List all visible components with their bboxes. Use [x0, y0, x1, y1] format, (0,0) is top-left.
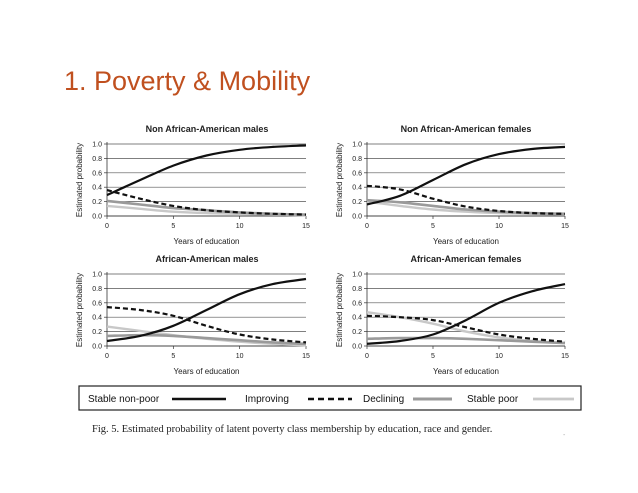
x-tick-label: 0: [365, 223, 369, 230]
y-tick-label: 1.0: [92, 142, 102, 149]
chart-panel-4: African-American females 0.0 0.2 0.4 0.6 0.8 1…: [335, 254, 569, 376]
y-tick-label: 0.4: [92, 185, 102, 192]
x-tick-label: 0: [365, 353, 369, 360]
legend: Stable non-poor Improving Declining Stable …: [78, 385, 582, 411]
x-tick-label: 10: [236, 353, 244, 360]
y-tick-label: 0.6: [92, 300, 102, 307]
y-tick-label: 0.4: [352, 315, 362, 322]
legend-label-declining: Declining: [363, 394, 404, 405]
x-tick-label: 5: [431, 223, 435, 230]
series-line-stable-non-poor: [366, 283, 566, 345]
legend-label-improving: Improving: [245, 394, 289, 405]
y-axis-label: Estimated probability: [75, 273, 84, 347]
y-tick-label: 0.6: [352, 170, 362, 177]
y-axis-label: Estimated probability: [335, 143, 344, 217]
x-axis-label: Years of education: [174, 237, 240, 246]
series-line-declining: [366, 198, 566, 216]
slide-title: 1. Poverty & Mobility: [64, 66, 311, 96]
chart-title: African-American females: [410, 254, 521, 264]
x-tick-label: 10: [236, 223, 244, 230]
x-axis-label: Years of education: [433, 367, 499, 376]
x-tick-label: 15: [561, 223, 569, 230]
y-tick-label: 1.0: [92, 272, 102, 279]
y-tick-label: 0.2: [352, 329, 362, 336]
legend-label-stable-poor: Stable poor: [467, 394, 519, 405]
x-tick-label: 5: [171, 223, 175, 230]
y-tick-label: 0.4: [92, 315, 102, 322]
y-tick-label: 0.8: [92, 286, 102, 293]
y-tick-label: 0.0: [92, 344, 102, 351]
y-tick-label: 0.2: [352, 199, 362, 206]
x-tick-label: 5: [431, 353, 435, 360]
chart-panels: Non African-American males 0.0 0.2 0.4 0.6 0.…: [75, 124, 569, 376]
series-line-improving: [106, 189, 307, 216]
chart-panel-3: African-American males 0.0 0.2 0.4 0.6 0.8 1.0…: [75, 254, 310, 376]
y-tick-label: 0.2: [92, 199, 102, 206]
y-tick-label: 0.0: [352, 214, 362, 221]
series-line-stable-non-poor: [366, 145, 566, 206]
y-tick-label: 0.2: [92, 329, 102, 336]
chart-title: African-American males: [155, 254, 258, 264]
series-line-improving: [366, 314, 566, 343]
chart-title: Non African-American females: [401, 124, 532, 134]
x-tick-label: 0: [105, 353, 109, 360]
x-tick-label: 0: [105, 223, 109, 230]
series-line-stable-non-poor: [106, 144, 307, 197]
legend-label-stable-non-poor: Stable non-poor: [88, 394, 160, 405]
y-tick-label: 0.8: [92, 156, 102, 163]
figure-caption: Fig. 5. Estimated probability of latent …: [92, 424, 493, 435]
chart-panel-1: Non African-American males 0.0 0.2 0.4 0.6 0.…: [75, 124, 310, 246]
fine-print: -: [563, 432, 566, 439]
x-tick-label: 15: [561, 353, 569, 360]
x-axis-label: Years of education: [174, 367, 240, 376]
y-tick-label: 0.6: [352, 300, 362, 307]
y-tick-label: 0.0: [92, 214, 102, 221]
x-tick-label: 10: [495, 353, 503, 360]
y-tick-label: 0.4: [352, 185, 362, 192]
y-tick-label: 0.0: [352, 344, 362, 351]
y-axis-label: Estimated probability: [335, 273, 344, 347]
series-line-declining: [366, 336, 566, 345]
x-tick-label: 15: [302, 353, 310, 360]
series-line-improving: [106, 306, 307, 344]
y-tick-label: 1.0: [352, 272, 362, 279]
y-tick-label: 0.8: [352, 286, 362, 293]
y-tick-label: 0.8: [352, 156, 362, 163]
chart-title: Non African-American males: [146, 124, 269, 134]
y-tick-label: 0.6: [92, 170, 102, 177]
series-line-stable-non-poor: [106, 277, 307, 343]
chart-panel-2: Non African-American females 0.0 0.2 0.4 0.6…: [335, 124, 569, 246]
x-tick-label: 5: [171, 353, 175, 360]
x-axis-label: Years of education: [433, 237, 499, 246]
x-tick-label: 15: [302, 223, 310, 230]
series-line-improving: [366, 184, 566, 215]
y-tick-label: 1.0: [352, 142, 362, 149]
y-axis-label: Estimated probability: [75, 143, 84, 217]
x-tick-label: 10: [495, 223, 503, 230]
